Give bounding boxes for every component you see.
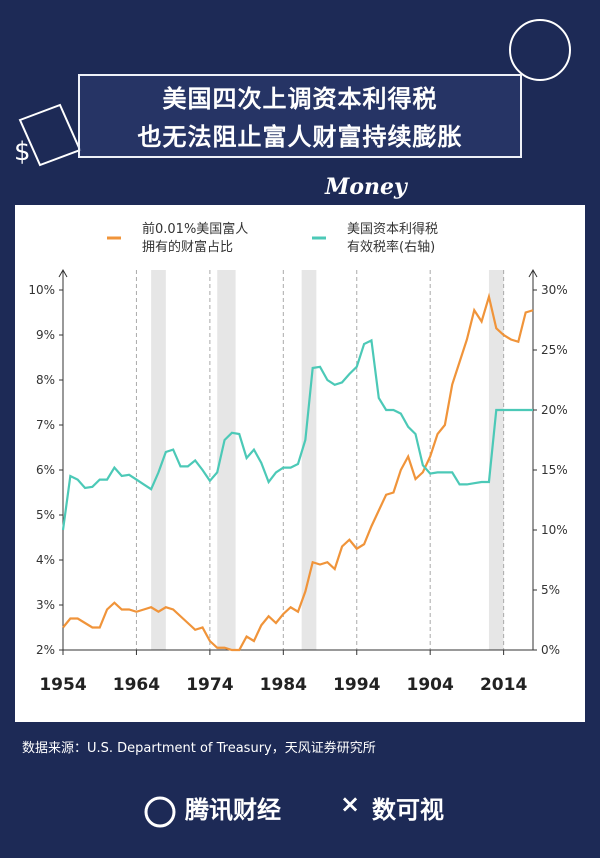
- y-tick-label: 4%: [36, 553, 55, 567]
- y-tick-label: 9%: [36, 328, 55, 342]
- y-tick-label: 10%: [28, 283, 55, 297]
- decoration-text: Money: [325, 174, 407, 200]
- series-line: [62, 292, 534, 652]
- legend-entry: 前0.01%美国富人 拥有的财富占比: [142, 222, 249, 255]
- chart: 1954 1964 1974 1984 1994 1904 2014 2% 3% 4% 5% 6% 7%…: [28, 236, 568, 695]
- y-tick-label: 6%: [36, 463, 55, 477]
- axis-arrow: [58, 268, 538, 278]
- y-tick-label: 8%: [36, 373, 55, 387]
- x-tick-label: 1904: [407, 675, 454, 695]
- y-tick-label: 7%: [36, 418, 55, 432]
- y-tick-label: 5%: [36, 508, 55, 522]
- shaded-range: [217, 270, 236, 650]
- x-tick-label: 2014: [480, 675, 527, 695]
- x-tick-label: 1984: [260, 675, 307, 695]
- y2-tick-label: 25%: [541, 343, 568, 357]
- x-tick-label: 1974: [186, 675, 233, 695]
- axis: [62, 270, 534, 651]
- brand: 腾讯财经: [185, 796, 281, 824]
- x-tick-label: 1954: [39, 675, 86, 695]
- y2-tick-label: 30%: [541, 283, 568, 297]
- y2-tick-label: 5%: [541, 583, 560, 597]
- shaded-range: [151, 270, 166, 650]
- shaded-range: [488, 270, 504, 650]
- y2-tick-label: 0%: [541, 643, 560, 657]
- title: 美国四次上调资本利得税 也无法阻止富人财富持续膨胀: [78, 74, 522, 158]
- x-tick-label: 1994: [333, 675, 380, 695]
- source: 数据来源：U.S. Department of Treasury，天风证券研究所: [22, 741, 376, 756]
- series-line: [61, 338, 533, 531]
- chart-panel: 1954 1964 1974 1984 1994 1904 2014 2% 3% 4% 5% 6% 7%…: [15, 205, 585, 722]
- y2-tick-label: 10%: [541, 523, 568, 537]
- separator: ×: [340, 790, 361, 818]
- x-tick-label: 1964: [113, 675, 160, 695]
- dollar-icon: $: [14, 137, 31, 167]
- logo-icon: [144, 796, 176, 828]
- y-tick-label: 2%: [36, 643, 55, 657]
- brand: 数可视: [372, 796, 444, 824]
- y2-tick-label: 20%: [541, 403, 568, 417]
- stopwatch-icon: [509, 19, 571, 81]
- legend-entry: 美国资本利得税 有效税率(右轴): [347, 222, 439, 255]
- y-tick-label: 3%: [36, 598, 55, 612]
- shaded-range: [301, 270, 317, 650]
- y2-tick-label: 15%: [541, 463, 568, 477]
